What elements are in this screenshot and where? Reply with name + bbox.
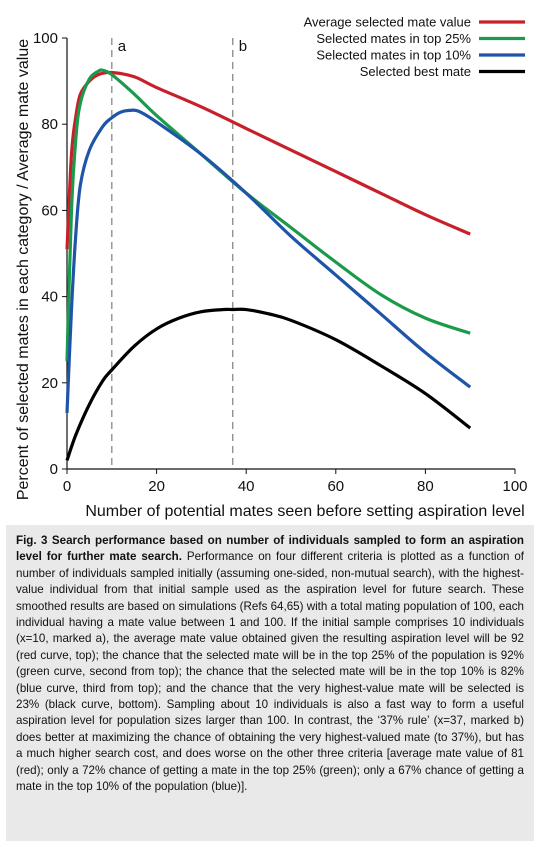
x-tick-label: 100 [502,478,527,495]
y-tick-label: 100 [33,30,58,47]
x-axis-title: Number of potential mates seen before se… [85,503,524,520]
marker-label: b [239,38,247,55]
legend-label: Selected mates in top 10% [316,48,471,63]
x-tick-label: 40 [238,478,255,495]
y-tick-label: 40 [41,289,58,306]
y-tick-label: 20 [41,375,58,392]
x-tick-label: 20 [148,478,165,495]
x-tick-label: 60 [327,478,344,495]
legend-label: Selected best mate [360,64,471,79]
series-line [65,68,471,362]
caption-body: Performance on four different criteria i… [16,550,525,794]
caption-title: Fig. 3 Search performance based on numbe… [16,534,524,564]
x-tick-label: 0 [63,478,71,495]
y-tick-label: 60 [41,202,58,219]
x-ticks: 0 20 40 60 80 100 [63,469,528,495]
series-line [65,70,471,250]
series-line [65,307,472,461]
y-tick-label: 80 [41,116,58,133]
figure-caption: Fig. 3 Search performance based on numbe… [6,525,534,841]
series-lines [65,68,472,461]
y-ticks: 0 20 40 60 80 100 [33,30,67,478]
marker-label: a [118,38,127,55]
series-line [65,108,472,414]
legend-label: Selected mates in top 25% [316,31,471,46]
x-tick-label: 80 [417,478,434,495]
legend-label: Average selected mate value [304,15,471,30]
y-axis-title: Percent of selected mates in each catego… [15,39,32,500]
axes [66,38,515,470]
y-tick-label: 0 [50,461,58,478]
